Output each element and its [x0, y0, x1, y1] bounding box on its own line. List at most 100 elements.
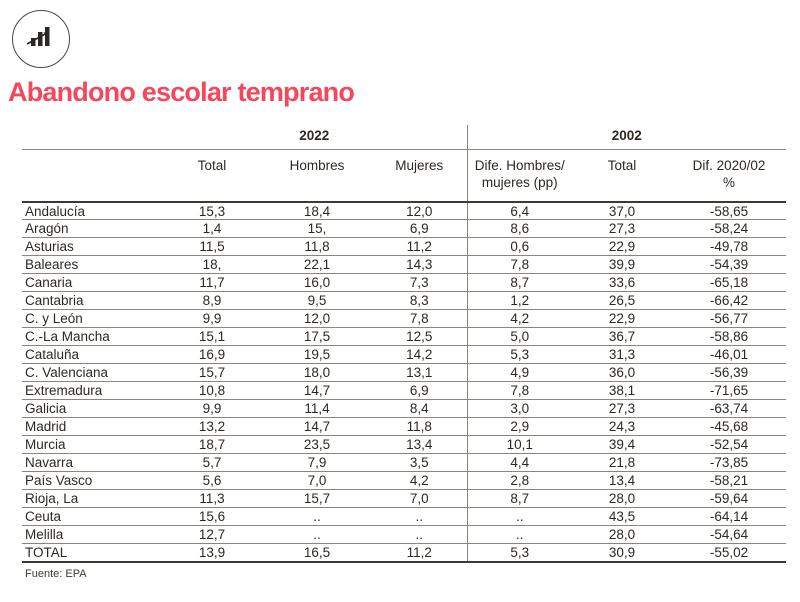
table-row: Navarra 5,7 7,9 3,5 4,4 21,8 -73,85	[22, 453, 787, 473]
table-row: C.-La Mancha 15,1 17,5 12,5 5,0 36,7 -58…	[22, 327, 787, 347]
value-cell: 11,2	[372, 543, 468, 563]
region-cell: Navarra	[22, 453, 162, 473]
value-cell: 22,9	[572, 237, 673, 257]
value-cell: ..	[262, 507, 372, 527]
value-cell: 15,3	[162, 201, 262, 221]
year-header-spacer	[22, 125, 162, 150]
value-cell: 36,7	[572, 327, 673, 347]
table-row: País Vasco 5,6 7,0 4,2 2,8 13,4 -58,21	[22, 471, 787, 491]
value-cell: 37,0	[572, 201, 673, 221]
year-group-2022: 2022	[162, 125, 468, 150]
table-row: Rioja, La 11,3 15,7 7,0 8,7 28,0 -59,64	[22, 489, 787, 509]
region-cell: Cantabria	[22, 291, 162, 311]
value-cell: 13,4	[572, 471, 673, 491]
year-header-row: 2022 2002	[22, 125, 787, 150]
value-cell: 7,8	[466, 255, 573, 275]
value-cell: 43,5	[572, 507, 673, 527]
value-cell: -58,21	[672, 471, 787, 491]
value-cell: 23,5	[262, 435, 372, 455]
value-cell: 11,2	[372, 237, 468, 257]
value-cell: 14,3	[372, 255, 468, 275]
value-cell: 6,4	[466, 201, 573, 221]
value-cell: 1,4	[162, 219, 262, 239]
value-cell: -56,77	[672, 309, 787, 329]
value-cell: 5,6	[162, 471, 262, 491]
value-cell: -52,54	[672, 435, 787, 455]
region-cell: TOTAL	[22, 543, 162, 563]
value-cell: 12,0	[262, 309, 372, 329]
value-cell: 11,8	[262, 237, 372, 257]
value-cell: -59,64	[672, 489, 787, 509]
value-cell: 39,9	[572, 255, 673, 275]
region-cell: Aragón	[22, 219, 162, 239]
value-cell: ..	[372, 507, 468, 527]
value-cell: 8,9	[162, 291, 262, 311]
value-cell: 13,1	[372, 363, 468, 383]
region-cell: C. Valenciana	[22, 363, 162, 383]
table-row: C. Valenciana 15,7 18,0 13,1 4,9 36,0 -5…	[22, 363, 787, 383]
value-cell: 5,7	[162, 453, 262, 473]
value-cell: 5,3	[466, 345, 573, 365]
value-cell: 27,3	[572, 219, 673, 239]
value-cell: -58,86	[672, 327, 787, 347]
value-cell: 36,0	[572, 363, 673, 383]
value-cell: -64,14	[672, 507, 787, 527]
value-cell: 12,7	[162, 525, 262, 545]
value-cell: 26,5	[572, 291, 673, 311]
value-cell: 13,2	[162, 417, 262, 437]
column-header-row: Total Hombres Mujeres Dife. Hombres/ muj…	[22, 149, 787, 203]
value-cell: 4,2	[372, 471, 468, 491]
value-cell: 3,5	[372, 453, 468, 473]
value-cell: ..	[262, 525, 372, 545]
value-cell: 6,9	[372, 381, 468, 401]
value-cell: 14,7	[262, 417, 372, 437]
value-cell: 11,4	[262, 399, 372, 419]
table-body: Andalucía 15,3 18,4 12,0 6,4 37,0 -58,65…	[22, 201, 787, 563]
value-cell: 16,0	[262, 273, 372, 293]
value-cell: 27,3	[572, 399, 673, 419]
region-cell: Galicia	[22, 399, 162, 419]
value-cell: -45,68	[672, 417, 787, 437]
col-header-hombres: Hombres	[262, 149, 372, 203]
value-cell: 19,5	[262, 345, 372, 365]
table-row: Cataluña 16,9 19,5 14,2 5,3 31,3 -46,01	[22, 345, 787, 365]
page-title: Abandono escolar temprano	[8, 77, 355, 107]
value-cell: 9,5	[262, 291, 372, 311]
value-cell: 15,7	[162, 363, 262, 383]
value-cell: 6,9	[372, 219, 468, 239]
value-cell: -56,39	[672, 363, 787, 383]
value-cell: 18,4	[262, 201, 372, 221]
value-cell: 17,5	[262, 327, 372, 347]
value-cell: 5,0	[466, 327, 573, 347]
value-cell: 9,9	[162, 309, 262, 329]
table-row: Aragón 1,4 15, 6,9 8,6 27,3 -58,24	[22, 219, 787, 239]
col-header-total-2002: Total	[572, 149, 673, 203]
value-cell: 9,9	[162, 399, 262, 419]
table-row: C. y León 9,9 12,0 7,8 4,2 22,9 -56,77	[22, 309, 787, 329]
value-cell: 11,5	[162, 237, 262, 257]
value-cell: -73,85	[672, 453, 787, 473]
value-cell: 7,8	[466, 381, 573, 401]
value-cell: 28,0	[572, 489, 673, 509]
value-cell: -55,02	[672, 543, 787, 563]
value-cell: 8,7	[466, 273, 573, 293]
value-cell: -65,18	[672, 273, 787, 293]
value-cell: 22,9	[572, 309, 673, 329]
region-cell: Asturias	[22, 237, 162, 257]
value-cell: 12,5	[372, 327, 468, 347]
value-cell: 7,0	[372, 489, 468, 509]
value-cell: 3,0	[466, 399, 573, 419]
year-group-2002: 2002	[466, 125, 787, 150]
value-cell: 8,3	[372, 291, 468, 311]
col-header-total-2022: Total	[162, 149, 262, 203]
data-table: 2022 2002 Total Hombres Mujeres Dife. Ho…	[22, 125, 787, 563]
value-cell: 15,7	[262, 489, 372, 509]
value-cell: 15,1	[162, 327, 262, 347]
value-cell: 4,9	[466, 363, 573, 383]
value-cell: -63,74	[672, 399, 787, 419]
value-cell: -71,65	[672, 381, 787, 401]
region-cell: Ceuta	[22, 507, 162, 527]
value-cell: 30,9	[572, 543, 673, 563]
region-cell: Melilla	[22, 525, 162, 545]
table-row: Asturias 11,5 11,8 11,2 0,6 22,9 -49,78	[22, 237, 787, 257]
